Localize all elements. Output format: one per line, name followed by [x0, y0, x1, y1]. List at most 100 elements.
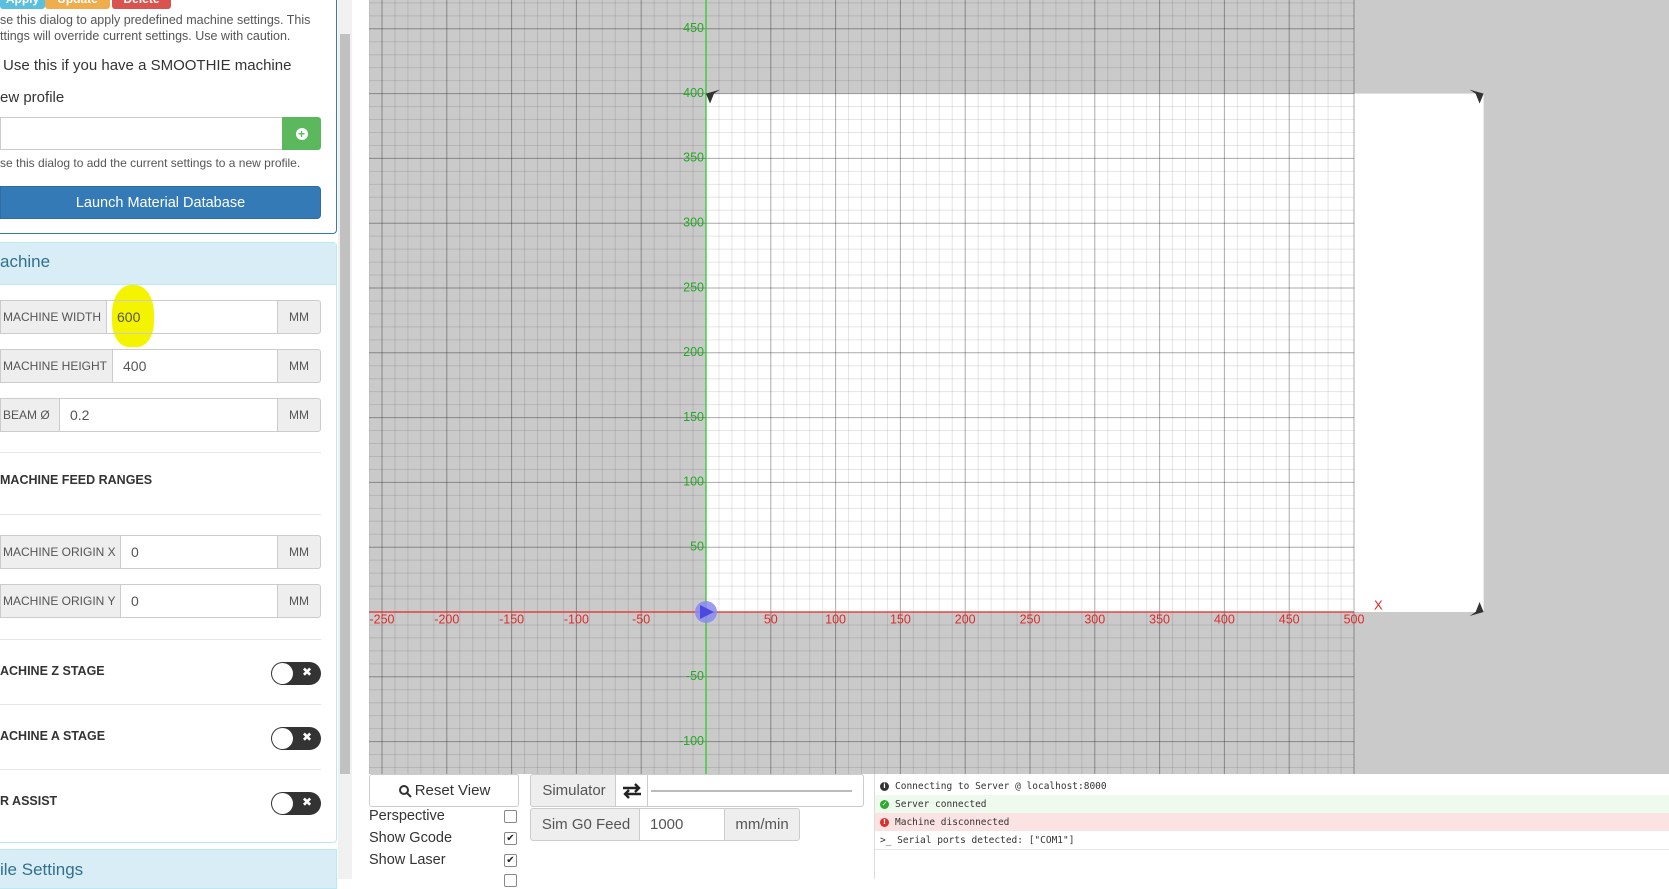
field-unit: MM — [277, 300, 321, 334]
simulator-label: Simulator — [530, 774, 616, 807]
sim-feed-input[interactable]: 1000 — [639, 808, 725, 841]
plus-icon: + — [295, 127, 308, 140]
scrollbar-thumb[interactable] — [340, 34, 350, 774]
field-unit: MM — [277, 349, 321, 383]
reset-view-button[interactable]: Reset View — [369, 774, 519, 807]
launch-material-button[interactable]: Launch Material Database — [0, 186, 321, 219]
field-label: MACHINE ORIGIN X — [0, 535, 121, 569]
field-label: MACHINE ORIGIN Y — [0, 584, 121, 618]
checkbox[interactable]: ✔ — [504, 832, 517, 845]
field-unit: MM — [277, 398, 321, 432]
x-tick-label: -100 — [564, 612, 589, 626]
toggle-label: ACHINE A STAGE — [0, 729, 106, 743]
highlight — [112, 285, 154, 347]
x-axis-label: X — [1374, 597, 1383, 612]
y-tick-label: 450 — [683, 21, 704, 35]
checkbox[interactable] — [504, 810, 517, 823]
x-tick-label: -250 — [369, 612, 394, 626]
console-icon: ! — [880, 817, 889, 827]
profile-button[interactable]: Update — [45, 0, 110, 9]
checkbox[interactable]: ✔ — [504, 854, 517, 867]
checkbox-label: Show Gcode — [369, 830, 453, 846]
y-tick-label: 100 — [683, 475, 704, 489]
console-row: ! Machine disconnected — [875, 813, 1669, 831]
x-tick-label: 400 — [1214, 612, 1235, 626]
slider-track — [651, 789, 852, 792]
machine-bed — [706, 93, 1484, 613]
x-tick-label: -150 — [499, 612, 524, 626]
field-input[interactable]: 600 — [106, 300, 278, 334]
toggle-label: ACHINE Z STAGE — [0, 664, 105, 678]
x-tick-label: 500 — [1344, 612, 1365, 626]
console-row: i Connecting to Server @ localhost:8000 — [875, 777, 1669, 795]
settings-panel: se this dialog to apply predefined machi… — [0, 0, 338, 889]
toggle-switch[interactable] — [271, 792, 321, 815]
y-tick-label: 250 — [683, 280, 704, 294]
y-tick-label: 150 — [683, 410, 704, 424]
x-tick-label: 250 — [1020, 612, 1041, 626]
feed-ranges-toggle[interactable]: MACHINE FEED RANGES — [0, 473, 153, 487]
x-tick-label: 150 — [890, 612, 911, 626]
checkbox-label: Perspective — [369, 808, 445, 824]
smoothie-option[interactable]: Use this if you have a SMOOTHIE machine — [3, 57, 292, 74]
machine-heading-bg — [0, 243, 336, 285]
console-row: >_ Serial ports detected: ["COM1"] — [875, 831, 1669, 849]
y-tick-label: 400 — [683, 86, 704, 100]
sim-feed-unit: mm/min — [724, 808, 800, 841]
corner-marker — [1469, 89, 1484, 104]
next-heading[interactable]: ile Settings — [0, 860, 84, 879]
simulator-slider[interactable] — [647, 774, 864, 807]
new-profile-note: se this dialog to add the current settin… — [0, 156, 301, 170]
reset-view-label: Reset View — [414, 782, 491, 799]
machine-panel — [0, 242, 337, 843]
swap-icon — [622, 782, 641, 799]
y-tick-label: 200 — [683, 345, 704, 359]
console-row: ✓ Server connected — [875, 795, 1669, 813]
profile-button[interactable]: Delete — [112, 0, 171, 9]
x-tick-label: 450 — [1279, 612, 1300, 626]
x-tick-label: 200 — [955, 612, 976, 626]
toggle-switch[interactable] — [271, 727, 321, 750]
x-tick-label: -200 — [434, 612, 459, 626]
field-label: BEAM Ø — [0, 398, 60, 432]
console-border — [875, 849, 1669, 850]
profiles-note: se this dialog to apply predefined machi… — [0, 13, 311, 27]
y-tick-label: -100 — [679, 734, 704, 748]
y-tick-label: -50 — [686, 669, 704, 683]
console-text: Server connected — [895, 798, 987, 810]
toggle-switch[interactable] — [271, 662, 321, 685]
new-profile-input[interactable] — [0, 117, 283, 150]
profile-button[interactable]: Apply — [0, 0, 45, 9]
field-input[interactable]: 400 — [112, 349, 278, 383]
machine-heading[interactable]: achine — [0, 252, 51, 271]
divider — [0, 514, 321, 515]
field-input[interactable]: 0.2 — [59, 398, 278, 432]
field-label: MACHINE HEIGHT — [0, 349, 113, 383]
checkbox[interactable] — [504, 874, 517, 887]
console-text: >_ Serial ports detected: ["COM1"] — [880, 834, 1075, 846]
add-profile-button[interactable]: + — [282, 117, 321, 150]
field-input[interactable]: 0 — [120, 584, 278, 618]
field-unit: MM — [277, 535, 321, 569]
toggle-label: R ASSIST — [0, 794, 58, 808]
divider — [0, 769, 321, 770]
divider — [0, 639, 321, 640]
console-icon: i — [880, 781, 889, 791]
console-border — [874, 774, 875, 879]
divider — [0, 704, 321, 705]
corner-marker — [1469, 602, 1484, 616]
x-tick-label: 100 — [825, 612, 846, 626]
sim-feed-label: Sim G0 Feed — [530, 808, 640, 841]
divider — [0, 452, 321, 453]
workspace-viewer[interactable]: -250 -200 -150 -100 -50 50 100 150 200 250 300 350 4… — [369, 0, 1669, 774]
x-tick-label: 350 — [1149, 612, 1170, 626]
simulator-toggle[interactable] — [615, 774, 648, 807]
field-input[interactable]: 0 — [120, 535, 278, 569]
new-profile-label: ew profile — [0, 89, 65, 106]
console-text: Machine disconnected — [895, 816, 1010, 828]
console-icon: ✓ — [880, 799, 889, 809]
x-tick-label: 300 — [1084, 612, 1105, 626]
console-text: Connecting to Server @ localhost:8000 — [895, 780, 1107, 792]
y-tick-label: 50 — [690, 539, 704, 553]
